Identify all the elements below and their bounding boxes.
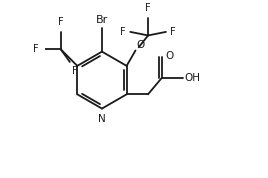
Text: F: F (72, 66, 77, 76)
Text: O: O (136, 40, 145, 49)
Text: F: F (170, 27, 176, 37)
Text: F: F (33, 44, 39, 54)
Text: F: F (145, 3, 151, 13)
Text: F: F (58, 17, 64, 27)
Text: N: N (98, 114, 106, 124)
Text: O: O (165, 51, 173, 61)
Text: F: F (120, 27, 126, 37)
Text: Br: Br (96, 15, 108, 25)
Text: OH: OH (184, 73, 200, 83)
